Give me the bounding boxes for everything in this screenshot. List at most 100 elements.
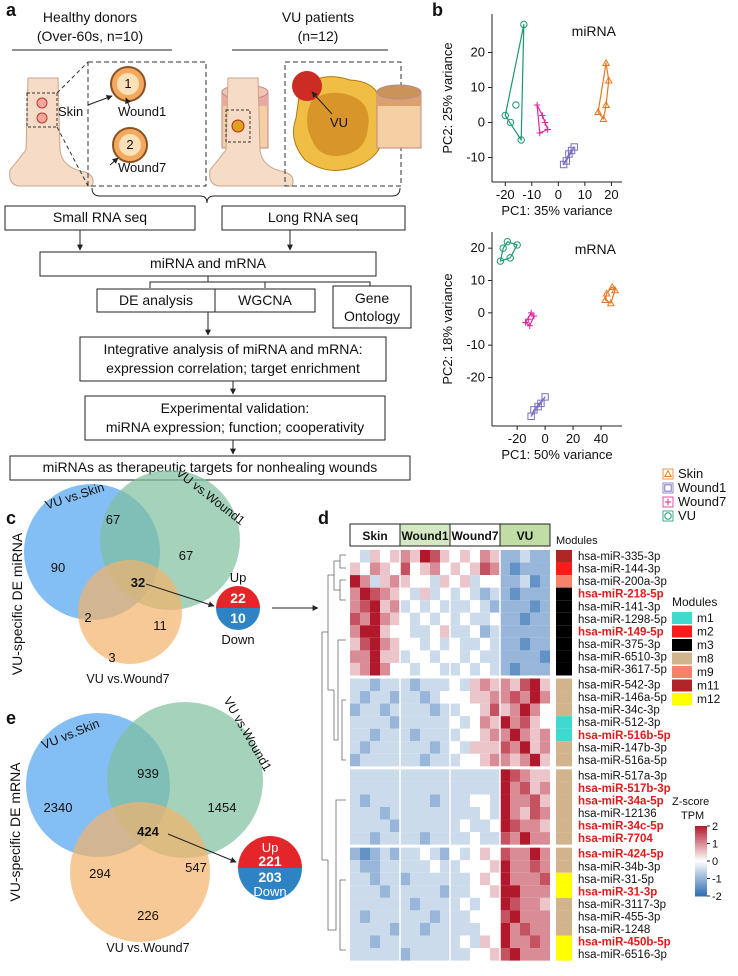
heatmap-cell	[470, 794, 480, 807]
heatmap-cell	[410, 562, 420, 576]
heatmap-cell	[370, 832, 380, 845]
heatmap-cell	[520, 716, 530, 729]
heatmap-cell	[420, 575, 430, 588]
heatmap-cell	[520, 781, 530, 795]
heatmap-cell	[370, 612, 380, 626]
heatmap-cell	[350, 769, 360, 782]
heatmap-cell	[350, 587, 360, 601]
heatmap-cell	[420, 807, 430, 820]
row-label: hsa-miR-455-3p	[578, 911, 660, 923]
heatmap-cell	[510, 550, 520, 563]
point	[526, 322, 533, 329]
heatmap-cell	[410, 575, 420, 588]
heatmap-cell	[410, 935, 420, 949]
heatmap-cell	[420, 832, 430, 845]
heatmap-cell	[380, 807, 390, 820]
heatmap-cell	[370, 935, 380, 949]
heatmap-cell	[400, 600, 410, 613]
heatmap-cell	[490, 650, 500, 663]
heatmap-cell	[400, 819, 410, 833]
heatmap-cell	[440, 910, 450, 923]
heatmap-cell	[470, 847, 480, 861]
heatmap-cell	[480, 600, 490, 613]
colorbar-step	[695, 873, 707, 876]
heatmap-cell	[440, 550, 450, 563]
heatmap-cell	[370, 781, 380, 795]
heatmap-cell	[480, 781, 490, 795]
heatmap-cell	[470, 948, 480, 961]
heatmap-cell	[350, 728, 360, 742]
heatmap-cell	[510, 575, 520, 588]
heatmap-cell	[420, 662, 430, 676]
heatmap-cell	[470, 885, 480, 898]
point	[512, 101, 520, 109]
heatmap-cell	[420, 550, 430, 563]
module-cell	[556, 703, 572, 717]
x-axis-label: PC1: 50% variance	[501, 447, 612, 462]
heatmap-cell	[360, 922, 370, 936]
y-tick-label: 0	[478, 115, 485, 130]
heatmap-cell	[490, 807, 500, 820]
heatmap-cell	[490, 678, 500, 692]
point	[513, 241, 521, 249]
x-tick-label: 20	[604, 187, 618, 202]
heatmap-cell	[460, 753, 470, 767]
heatmap-cell	[400, 562, 410, 576]
heatmap-cell	[450, 769, 460, 782]
colorbar-step	[695, 826, 707, 829]
group-title: VU patients	[282, 9, 354, 25]
y-tick-label: 10	[471, 80, 485, 95]
legend-label: m8	[697, 652, 714, 666]
heatmap-cell	[540, 550, 550, 563]
heatmap-cell	[500, 741, 510, 754]
point	[525, 316, 532, 323]
legend-marker	[664, 512, 672, 520]
venn-count: 226	[137, 908, 159, 923]
colorbar-tick-label: -2	[712, 891, 722, 903]
colorbar-step	[695, 880, 707, 883]
module-cell	[556, 819, 572, 833]
heatmap-cell	[480, 910, 490, 923]
heatmap-cell	[480, 847, 490, 861]
heatmap-cell	[360, 832, 370, 845]
heatmap-cell	[530, 678, 540, 692]
heatmap-cell	[430, 550, 440, 563]
heatmap-cell	[430, 691, 440, 704]
heatmap-cell	[410, 753, 420, 767]
heatmap-cell	[370, 637, 380, 651]
heatmap-cell	[420, 860, 430, 873]
panel-d: d Skin Wound1 Wound7 VU Modules hsa-miR-335-3…	[318, 508, 722, 961]
heatmap-cell	[350, 948, 360, 961]
heatmap-cell	[540, 860, 550, 873]
heatmap-cell	[490, 781, 500, 795]
heatmap-cell	[350, 885, 360, 898]
point	[602, 289, 611, 297]
heatmap-cell	[410, 691, 420, 704]
heatmap-cell	[530, 910, 540, 923]
heatmap-cell	[490, 935, 500, 949]
heatmap-cell	[470, 741, 480, 754]
heatmap-cell	[460, 847, 470, 861]
heatmap-cell	[380, 650, 390, 663]
heatmap-cell	[420, 819, 430, 833]
heatmap-cell	[430, 612, 440, 626]
group-hull	[499, 241, 518, 262]
heatmap-cell	[500, 550, 510, 563]
colorbar-step	[695, 871, 707, 874]
heatmap-cell	[390, 612, 400, 626]
colorbar-step	[695, 862, 707, 865]
group-hull	[536, 104, 549, 134]
heatmap-cell	[540, 819, 550, 833]
heatmap-cell	[350, 781, 360, 795]
heatmap-cell	[400, 625, 410, 638]
heatmap-cell	[430, 819, 440, 833]
module-cell	[556, 885, 572, 898]
venn-count: 90	[51, 560, 65, 575]
row-label: hsa-miR-34c-3p	[578, 705, 660, 717]
heatmap-cell	[380, 922, 390, 936]
heatmap-cell	[450, 922, 460, 936]
heatmap-cell	[400, 703, 410, 717]
heatmap-cell	[390, 794, 400, 807]
heatmap-cell	[480, 819, 490, 833]
heatmap-cell	[350, 922, 360, 936]
